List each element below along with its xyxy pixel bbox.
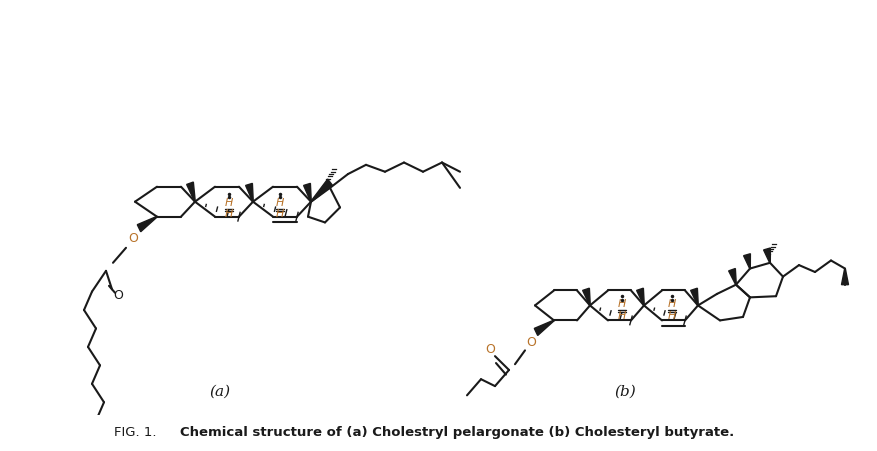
Text: H: H xyxy=(275,198,284,208)
Polygon shape xyxy=(246,184,253,202)
Polygon shape xyxy=(534,320,554,336)
Polygon shape xyxy=(842,268,849,285)
Polygon shape xyxy=(138,216,157,232)
Polygon shape xyxy=(187,182,196,202)
Text: H: H xyxy=(617,299,626,309)
Text: O: O xyxy=(128,232,138,245)
Text: FIG. 1.: FIG. 1. xyxy=(114,427,160,439)
Text: (a): (a) xyxy=(210,385,231,399)
Text: H: H xyxy=(225,209,233,219)
Text: Chemical structure of (a) Cholestryl pelargonate (b) Cholesteryl butyrate.: Chemical structure of (a) Cholestryl pel… xyxy=(180,427,734,439)
Polygon shape xyxy=(764,248,770,263)
Text: (b): (b) xyxy=(614,385,636,399)
Text: H: H xyxy=(667,311,676,321)
Text: H: H xyxy=(225,198,233,208)
Polygon shape xyxy=(729,268,737,285)
Text: O: O xyxy=(113,289,123,302)
Text: O: O xyxy=(526,336,536,349)
Text: O: O xyxy=(485,343,495,356)
Polygon shape xyxy=(690,288,698,305)
Text: H: H xyxy=(275,209,284,219)
Polygon shape xyxy=(744,254,751,269)
Polygon shape xyxy=(310,179,332,202)
Polygon shape xyxy=(303,184,311,202)
Polygon shape xyxy=(582,288,590,305)
Text: H: H xyxy=(617,311,626,321)
Polygon shape xyxy=(637,288,645,305)
Text: H: H xyxy=(667,299,676,309)
